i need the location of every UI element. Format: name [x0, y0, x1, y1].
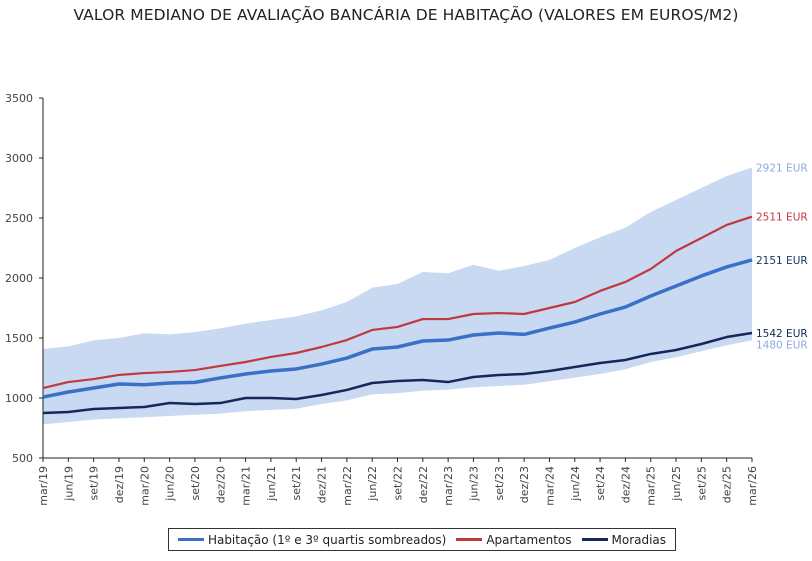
quartile-band [43, 167, 752, 425]
y-tick-label: 1000 [5, 392, 33, 405]
x-tick-label: set/20 [189, 466, 202, 501]
band-lower-label: 1480 EUR [756, 339, 808, 351]
x-tick-label: dez/24 [619, 466, 632, 503]
legend-label: Apartamentos [486, 532, 572, 547]
end-value-label: 1542 EUR [756, 328, 808, 340]
x-tick-label: jun/19 [62, 466, 75, 502]
x-tick-label: dez/20 [214, 466, 227, 503]
end-value-label: 2511 EUR [756, 212, 808, 224]
x-tick-label: jun/20 [164, 466, 177, 502]
legend-swatch [177, 538, 204, 541]
y-tick-label: 1500 [5, 332, 33, 345]
x-tick-label: jun/23 [467, 466, 480, 502]
x-tick-label: mar/24 [543, 466, 556, 506]
y-tick-label: 3500 [5, 92, 33, 105]
y-tick-label: 3000 [5, 152, 33, 165]
x-tick-label: mar/25 [645, 466, 658, 506]
x-tick-label: dez/19 [113, 466, 126, 503]
x-tick-label: dez/22 [417, 466, 430, 503]
x-tick-label: jun/21 [265, 466, 278, 502]
legend-item: Moradias [581, 532, 667, 547]
x-tick-label: set/23 [493, 466, 506, 501]
x-tick-label: jun/24 [569, 466, 582, 502]
x-tick-label: set/21 [290, 466, 303, 501]
x-tick-label: mar/23 [442, 466, 455, 506]
end-value-label: 2151 EUR [756, 255, 808, 267]
chart-title: VALOR MEDIANO DE AVALIAÇÃO BANCÁRIA DE H… [73, 6, 739, 24]
legend-label: Habitação (1º e 3º quartis sombreados) [207, 532, 447, 547]
y-tick-label: 500 [12, 452, 33, 465]
series-line [42, 258, 753, 399]
x-tick-label: set/22 [392, 466, 405, 501]
x-tick-label: jun/25 [670, 466, 683, 502]
legend-swatch [581, 538, 608, 541]
y-tick-label: 2000 [5, 272, 33, 285]
x-tick-label: mar/21 [240, 466, 253, 506]
x-tick-label: mar/26 [746, 466, 759, 506]
x-tick-label: set/19 [88, 466, 101, 501]
x-tick-label: dez/23 [518, 466, 531, 503]
x-tick-label: mar/20 [138, 466, 151, 506]
y-tick-label: 2500 [5, 212, 33, 225]
band-upper-label: 2921 EUR [756, 162, 808, 174]
x-tick-label: set/24 [594, 466, 607, 501]
x-tick-label: jun/22 [366, 466, 379, 502]
x-tick-label: dez/21 [316, 466, 329, 503]
x-tick-label: dez/25 [721, 466, 734, 503]
x-tick-label: set/25 [695, 466, 708, 501]
series-line [42, 215, 753, 390]
legend-swatch [456, 538, 483, 541]
legend: Habitação (1º e 3º quartis sombreados) Ap… [168, 528, 676, 551]
x-tick-label: mar/19 [37, 466, 50, 506]
legend-item: Apartamentos [456, 532, 572, 547]
legend-item: Habitação (1º e 3º quartis sombreados) [177, 532, 447, 547]
legend-label: Moradias [611, 532, 667, 547]
series-line [42, 331, 753, 415]
x-tick-label: mar/22 [341, 466, 354, 506]
